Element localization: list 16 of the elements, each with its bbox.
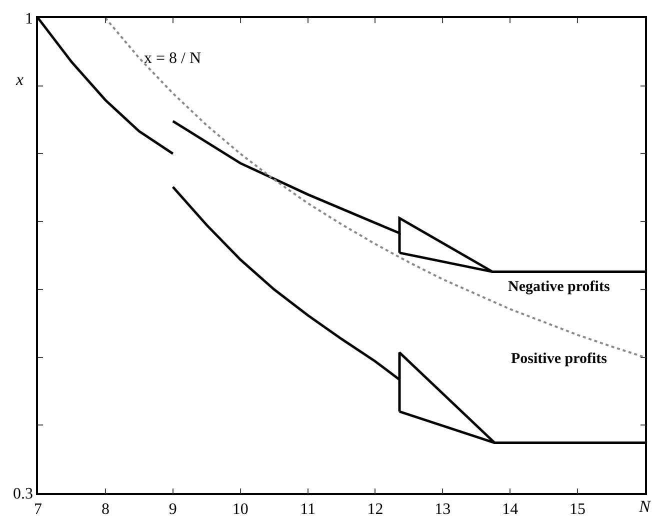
x-tick-label: 15	[570, 500, 586, 518]
x-tick-label: 8	[101, 500, 110, 518]
x-tick-label: 10	[232, 500, 248, 518]
y-tick-label: 1	[25, 10, 34, 28]
x-tick-label: 9	[168, 500, 177, 518]
x-tick-label: 12	[367, 500, 384, 518]
annotation: x = 8 / N	[144, 50, 202, 67]
x-axis-title: N	[638, 497, 652, 516]
x-tick-label: 7	[34, 500, 42, 518]
x-tick-label: 14	[502, 500, 518, 518]
annotation: Positive profits	[511, 351, 608, 367]
x-tick-label: 13	[434, 500, 451, 518]
annotation: Negative profits	[508, 279, 610, 295]
y-tick-label: 0.3	[13, 486, 34, 503]
y-axis-title: x	[15, 70, 24, 89]
x-tick-label: 11	[300, 500, 316, 518]
